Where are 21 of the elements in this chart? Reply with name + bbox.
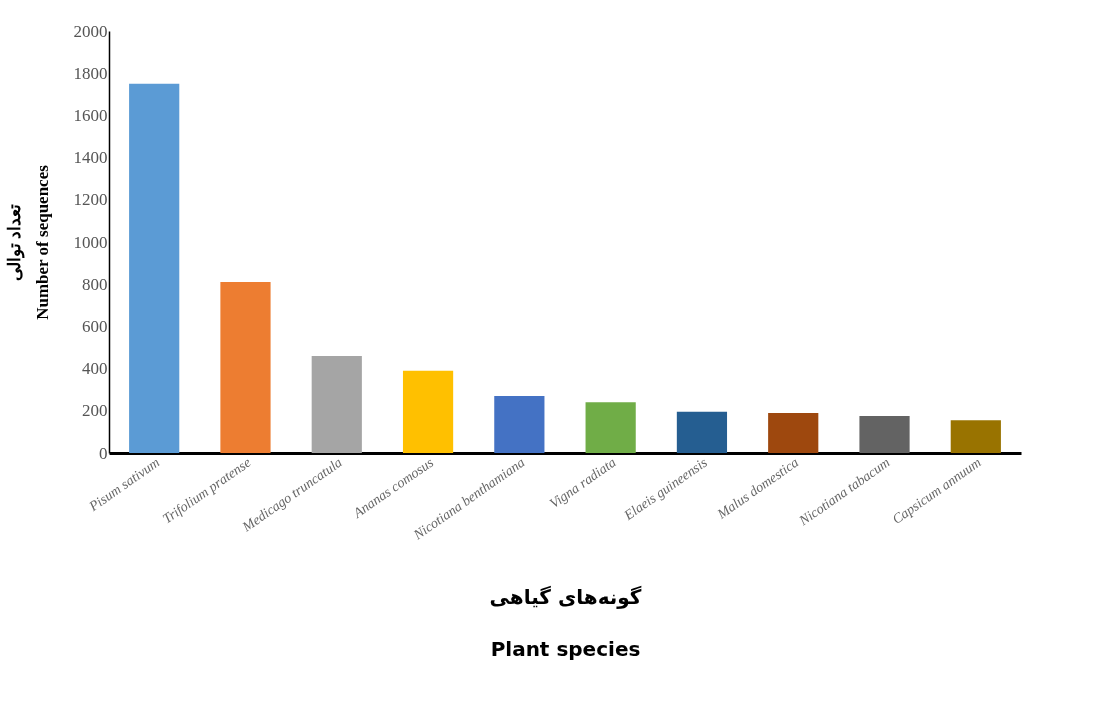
y-tick-label: 1800 <box>73 63 108 83</box>
y-tick-label: 2000 <box>73 21 108 41</box>
bar <box>859 416 910 453</box>
bar <box>950 420 1001 453</box>
y-tick-label: 1400 <box>73 148 108 168</box>
bar <box>402 370 454 453</box>
y-tick-label: 400 <box>82 359 108 379</box>
y-tick-label: 0 <box>99 443 108 463</box>
bar <box>129 83 180 453</box>
y-tick-label: 1000 <box>73 232 108 252</box>
bar <box>676 411 728 453</box>
bar <box>220 282 271 453</box>
bar <box>585 402 636 453</box>
y-tick-label: 1600 <box>73 105 108 125</box>
bar <box>768 412 819 453</box>
y-tick-label: 200 <box>82 401 108 421</box>
y-tick-label: 800 <box>82 274 108 294</box>
y-tick-label: 1200 <box>73 190 108 210</box>
bar <box>311 355 362 453</box>
y-tick-label: 600 <box>82 316 108 336</box>
bar <box>494 396 545 453</box>
